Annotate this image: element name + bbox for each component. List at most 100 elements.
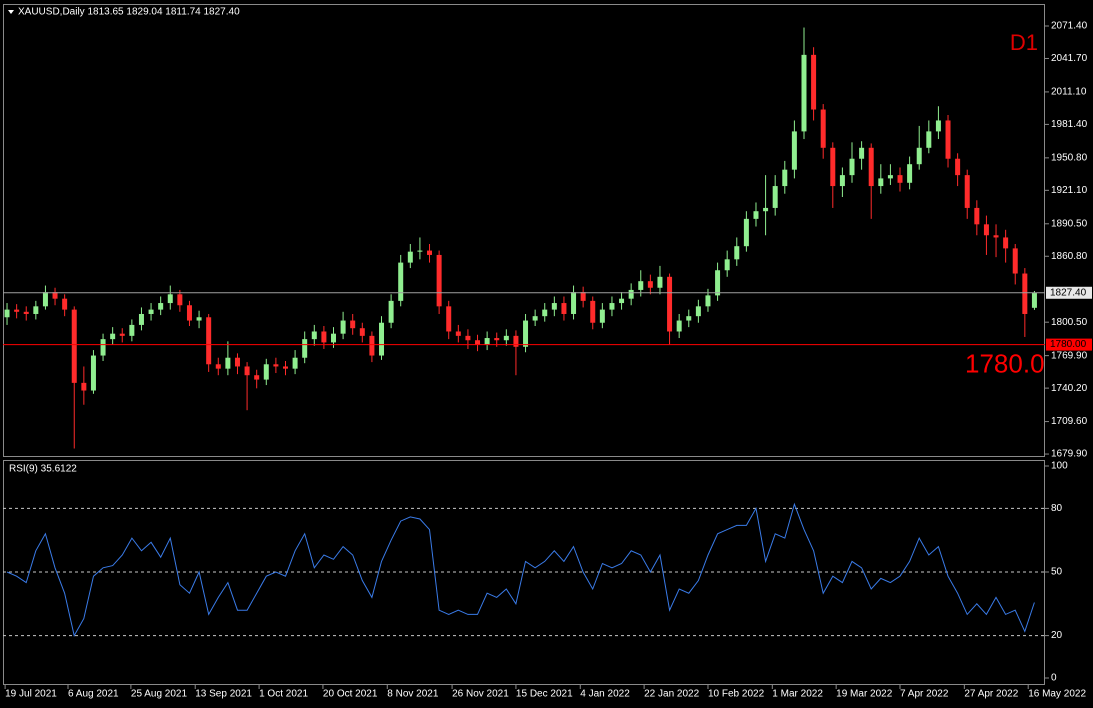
- candle-body: [407, 251, 413, 263]
- price-plot: 1780.0: [3, 27, 1045, 449]
- candle-body: [196, 317, 202, 321]
- candle-body: [887, 175, 893, 179]
- y-tick-label: 80: [1051, 503, 1063, 514]
- candle-body: [206, 317, 212, 365]
- candle-body: [763, 207, 769, 212]
- candle-body: [820, 109, 826, 148]
- candle-body: [273, 364, 279, 367]
- x-tick-label: 20 Oct 2021: [323, 689, 378, 700]
- candle-body: [427, 250, 433, 255]
- candle-body: [244, 366, 250, 376]
- x-tick-label: 27 Apr 2022: [964, 689, 1018, 700]
- y-tick-label: 2011.10: [1051, 87, 1087, 98]
- x-tick-label: 1 Oct 2021: [259, 689, 308, 700]
- candle-body: [686, 316, 692, 321]
- candle-body: [234, 357, 240, 367]
- candle-body: [734, 246, 740, 260]
- candle-body: [254, 375, 260, 380]
- candle-body: [647, 281, 653, 288]
- candle-body: [110, 333, 116, 340]
- candle-body: [695, 306, 701, 317]
- x-tick-label: 19 Mar 2022: [836, 689, 893, 700]
- candle-body: [23, 311, 29, 314]
- y-tick-label: 1890.50: [1051, 218, 1088, 229]
- y-tick-label: 100: [1051, 461, 1068, 472]
- candle-body: [532, 316, 538, 321]
- candle-body: [667, 276, 673, 332]
- y-tick-label: 1709.60: [1051, 416, 1088, 427]
- price-level-box: [1046, 338, 1092, 351]
- candle-body: [158, 303, 164, 310]
- candle-body: [859, 147, 865, 159]
- candle-body: [993, 235, 999, 238]
- candle-body: [282, 366, 288, 369]
- candle-body: [167, 294, 173, 304]
- candle-body: [4, 309, 10, 318]
- candle-body: [743, 218, 749, 247]
- candle-body: [945, 120, 951, 159]
- candle-body: [811, 54, 817, 110]
- candle-body: [129, 324, 135, 336]
- candle-body: [398, 262, 404, 301]
- candle-body: [1031, 292, 1037, 308]
- candle-body: [983, 224, 989, 236]
- candle-body: [1012, 248, 1018, 274]
- candle-body: [935, 120, 941, 132]
- candle-body: [62, 298, 68, 310]
- candle-body: [782, 169, 788, 187]
- rsi-line: [6, 502, 1035, 637]
- candle-body: [715, 270, 721, 296]
- candle-body: [138, 313, 144, 325]
- candle-body: [359, 328, 365, 336]
- y-tick-label: 1679.90: [1051, 449, 1088, 460]
- candle-body: [475, 340, 481, 345]
- candle-body: [330, 333, 336, 343]
- candle-body: [292, 357, 298, 369]
- y-tick-label: 50: [1051, 567, 1063, 578]
- x-tick-label: 8 Nov 2021: [387, 689, 439, 700]
- x-tick-label: 10 Feb 2022: [708, 689, 765, 700]
- x-tick-label: 16 May 2022: [1028, 689, 1086, 700]
- candle-body: [801, 54, 807, 132]
- candle-body: [705, 295, 711, 307]
- candle-body: [436, 254, 442, 307]
- candle-body: [551, 303, 557, 310]
- candle-body: [119, 333, 125, 336]
- candle-body: [302, 339, 308, 358]
- candle-body: [148, 309, 154, 314]
- candle-body: [955, 158, 961, 176]
- candle-body: [513, 335, 519, 347]
- y-tick-label: 1800.50: [1051, 317, 1088, 328]
- y-tick-label: 1860.80: [1051, 251, 1088, 262]
- candle-body: [186, 305, 192, 321]
- candle-body: [340, 320, 346, 334]
- candle-body: [571, 292, 577, 314]
- candle-body: [350, 320, 356, 329]
- price-level-box: [1046, 286, 1092, 299]
- candle-body: [215, 364, 221, 369]
- x-tick-label: 7 Apr 2022: [900, 689, 949, 700]
- candle-body: [724, 259, 730, 271]
- candle-body: [417, 250, 423, 252]
- y-tick-label: 1740.20: [1051, 383, 1088, 394]
- candle-body: [42, 292, 48, 307]
- candle-body: [311, 331, 317, 340]
- y-tick-label: 0: [1051, 673, 1057, 684]
- candle-body: [388, 300, 394, 323]
- x-tick-label: 22 Jan 2022: [644, 689, 699, 700]
- symbol-info: XAUUSD,Daily 1813.65 1829.04 1811.74 182…: [18, 7, 240, 18]
- y-tick-label: 1981.40: [1051, 119, 1088, 130]
- candle-body: [1022, 273, 1028, 314]
- main-panel: [3, 4, 1045, 457]
- x-tick-label: 15 Dec 2021: [516, 689, 573, 700]
- candle-body: [494, 338, 500, 341]
- menu-arrow[interactable]: [8, 10, 14, 14]
- candle-body: [561, 303, 567, 314]
- candle-body: [849, 158, 855, 176]
- x-tick-label: 1 Mar 2022: [772, 689, 823, 700]
- rsi-title: RSI(9) 35.6122: [9, 464, 77, 475]
- candle-body: [916, 147, 922, 165]
- candle-body: [609, 303, 615, 310]
- candle-body: [628, 289, 634, 299]
